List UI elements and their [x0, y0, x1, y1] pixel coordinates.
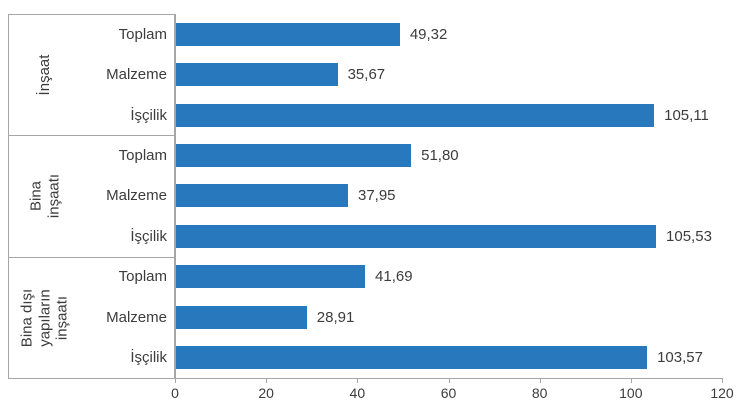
bar: [175, 63, 338, 87]
category-label: Toplam: [118, 147, 167, 165]
value-label: 105,11: [664, 106, 709, 124]
chart-row: Malzeme 37,95: [0, 176, 750, 216]
bar: [175, 22, 400, 46]
x-tick-mark: [266, 378, 268, 383]
value-label: 51,80: [421, 147, 459, 165]
chart-row: Malzeme 35,67: [0, 54, 750, 94]
chart-row: Toplam 41,69: [0, 257, 750, 297]
x-axis-line: [8, 378, 723, 379]
value-label: 28,91: [316, 308, 355, 326]
x-tick-label: 40: [349, 385, 366, 401]
x-tick-mark: [539, 378, 541, 383]
category-label: İşçilik: [130, 106, 167, 124]
value-label: 41,69: [375, 268, 413, 286]
value-label: 37,95: [357, 187, 396, 205]
chart-row: Malzeme 28,91: [0, 297, 750, 337]
group-box: Bina inşaatı: [8, 135, 175, 257]
chart-row: Toplam 49,32: [0, 14, 750, 54]
bar: [175, 265, 366, 289]
x-tick-label: 0: [171, 385, 179, 401]
bar: [175, 144, 412, 168]
value-label: 35,67: [347, 66, 386, 84]
chart-row: İşçilik 105,53: [0, 216, 750, 256]
category-label: İşçilik: [130, 227, 167, 245]
x-tick-mark: [448, 378, 450, 383]
x-tick-mark: [630, 378, 632, 383]
category-label: Malzeme: [106, 66, 167, 84]
y-axis-line: [175, 14, 176, 378]
x-tick-mark: [175, 378, 176, 383]
x-tick-label: 20: [258, 385, 274, 401]
bar: [175, 346, 648, 370]
value-label: 103,57: [657, 349, 703, 367]
bar: [175, 305, 307, 329]
group-box: İnşaat: [8, 14, 175, 136]
category-label: İşçilik: [130, 349, 167, 367]
x-tick-mark: [357, 378, 359, 383]
category-label: Toplam: [118, 268, 167, 286]
bar: [175, 184, 348, 208]
chart-row: Toplam 51,80: [0, 135, 750, 175]
x-tick-mark: [722, 378, 723, 383]
bar: [175, 103, 655, 127]
value-label: 49,32: [409, 25, 448, 43]
category-label: Toplam: [118, 25, 167, 43]
x-tick-label: 80: [531, 385, 548, 401]
category-label: Malzeme: [106, 308, 167, 326]
x-tick-label: 60: [440, 385, 457, 401]
group-box: Bina dışı yapıların inşaatı: [8, 256, 175, 378]
chart-row: İşçilik 105,11: [0, 95, 750, 135]
x-tick-label: 100: [619, 385, 643, 401]
bar: [175, 224, 657, 248]
x-tick-label: 120: [710, 385, 734, 401]
value-label: 105,53: [666, 227, 712, 245]
chart-row: İşçilik 103,57: [0, 338, 750, 378]
category-label: Malzeme: [106, 187, 167, 205]
